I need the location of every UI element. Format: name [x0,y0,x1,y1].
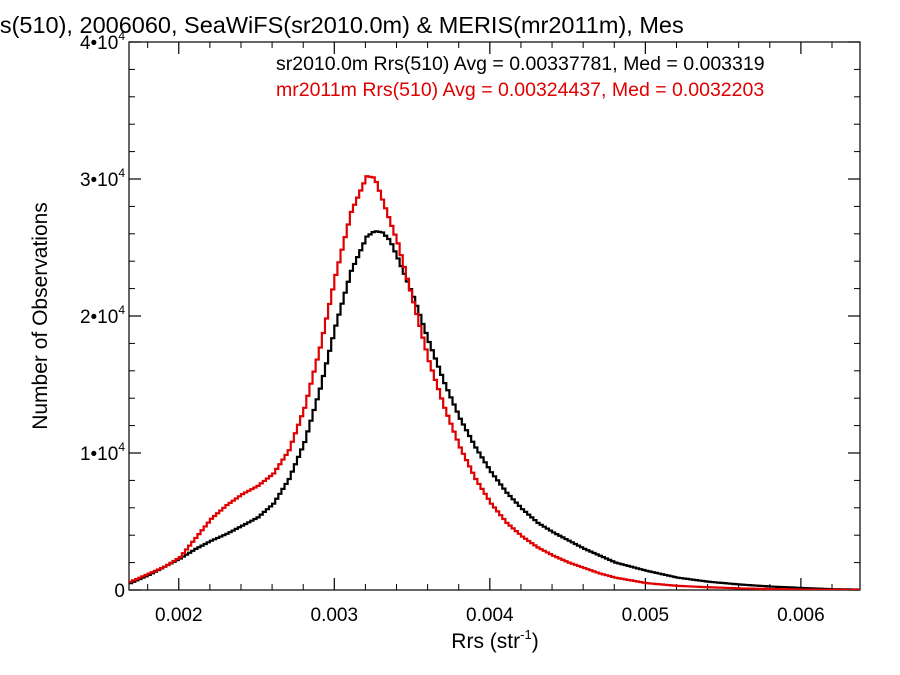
series-layer [129,175,860,590]
ticks-layer: 0.002 0.003 0.004 0.005 0.00601•1042•1043•10… [80,29,860,626]
y-tick-label-base: 2•10 [80,307,118,328]
x-axis-label: Rrs (str-1) [451,627,538,653]
y-tick-label-exponent: 4 [118,29,125,43]
y-tick-label: 3•104 [80,166,125,191]
x-tick-label: 0.005 [622,605,670,626]
series-line-2 [129,175,860,590]
y-tick-label-exponent: 4 [118,440,125,454]
x-tick-label: 0.003 [311,605,359,626]
legend: sr2010.0m Rrs(510) Avg = 0.00337781, Med… [276,53,765,101]
y-tick-label-exponent: 4 [118,303,125,317]
y-tick-label: 2•104 [80,303,125,328]
y-tick-label-base: 0 [114,581,125,602]
x-tick-label: 0.006 [777,605,825,626]
chart-title: rs(510), 2006060, SeaWiFS(sr2010.0m) & M… [0,12,684,38]
plot-area: 0.002 0.003 0.004 0.005 0.00601•1042•1043•10… [80,29,861,626]
legend-entry-1: sr2010.0m Rrs(510) Avg = 0.00337781, Med… [276,53,765,75]
y-axis-label: Number of Observations [29,202,52,430]
x-axis-label-superscript: -1 [520,627,532,642]
x-tick-label: 0.002 [155,605,203,626]
y-tick-label-exponent: 4 [118,166,125,180]
y-tick-label: 0 [114,581,125,602]
y-tick-label: 1•104 [80,440,125,465]
y-tick-label-base: 4•10 [80,33,118,54]
y-tick-label: 4•104 [80,29,125,54]
x-tick-label: 0.004 [466,605,514,626]
y-tick-label-base: 1•10 [80,444,118,465]
y-tick-label-base: 3•10 [80,170,118,191]
legend-entry-2: mr2011m Rrs(510) Avg = 0.00324437, Med =… [276,79,764,101]
series-line-1 [129,230,860,590]
x-axis-label-close: ) [532,630,539,653]
x-axis-label-main: Rrs (str [451,630,520,653]
